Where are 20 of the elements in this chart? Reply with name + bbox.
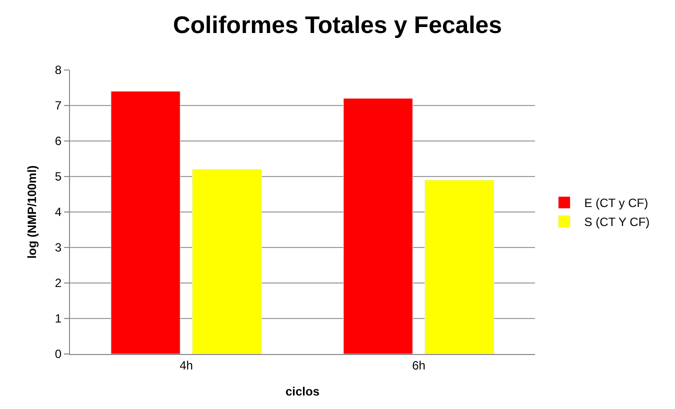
y-tick-label: 8 [54,63,62,78]
legend-label: S (CT Y CF) [584,215,650,230]
bar [343,98,413,354]
chart-title: Coliformes Totales y Fecales [172,12,502,40]
y-tick-label: 6 [54,134,62,148]
x-tick-label: 4h [180,358,193,372]
bar [110,91,180,354]
y-tick-label: 2 [54,276,62,290]
legend-label: E (CT y CF) [584,196,648,210]
y-tick-label: 4 [54,205,62,220]
y-axis-title: log (NMP/100ml) [25,165,40,259]
bar [424,180,494,354]
y-tick-label: 1 [54,312,62,326]
y-tick-label: 0 [54,347,62,362]
y-tick-label: 3 [54,240,62,255]
bar [192,169,262,354]
y-tick-label: 7 [54,98,62,113]
x-axis-title: ciclos [285,384,320,398]
x-tick-label: 6h [412,358,426,372]
y-tick-label: 5 [54,170,62,184]
